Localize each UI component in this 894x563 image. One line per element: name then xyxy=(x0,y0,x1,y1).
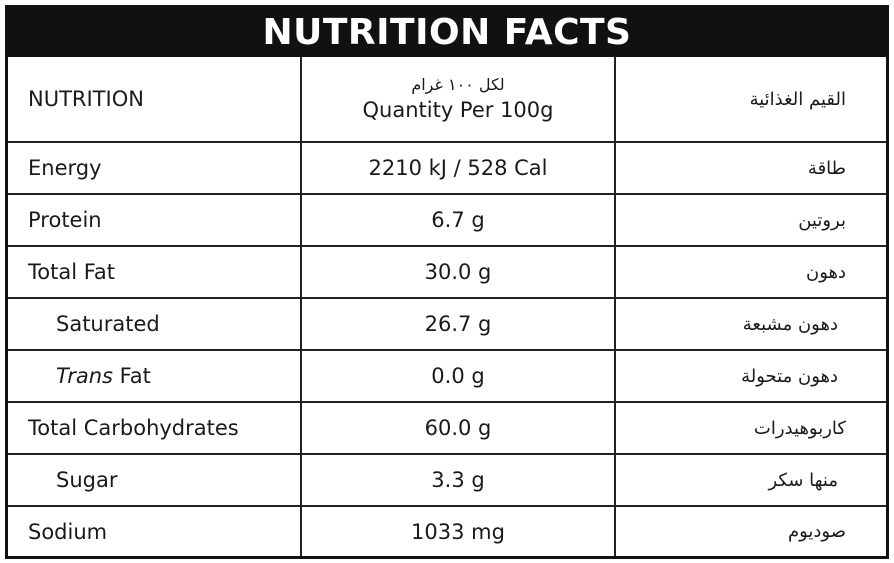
table-header-row: NUTRITION لكل ١٠٠ غرام Quantity Per 100g… xyxy=(8,57,886,141)
nutrition-facts-label: NUTRITION FACTS NUTRITION لكل ١٠٠ غرام Q… xyxy=(5,5,889,559)
nutrient-value: 30.0 g xyxy=(300,247,614,297)
nutrient-name-ar: دهون مشبعة xyxy=(614,299,886,349)
nutrient-name: Energy xyxy=(28,156,102,180)
table-row: Trans Fat 0.0 g دهون متحولة xyxy=(8,349,886,401)
nutrient-name: Trans Fat xyxy=(8,351,300,401)
header-quantity: لكل ١٠٠ غرام Quantity Per 100g xyxy=(300,57,614,141)
nutrient-name: Total Fat xyxy=(28,260,115,284)
table-row: Protein 6.7 g بروتين xyxy=(8,193,886,245)
nutrient-name-ar-text: منها سكر xyxy=(768,469,838,491)
nutrition-table: NUTRITION لكل ١٠٠ غرام Quantity Per 100g… xyxy=(8,57,886,556)
trans-italic-label: Trans xyxy=(56,364,113,388)
table-row: Total Fat 30.0 g دهون xyxy=(8,245,886,297)
nutrient-name-ar-text: صوديوم xyxy=(787,521,846,542)
nutrient-name-ar-text: دهون xyxy=(805,261,846,283)
nutrient-value: 26.7 g xyxy=(300,299,614,349)
nutrient-value: 60.0 g xyxy=(300,403,614,453)
header-quantity-en: Quantity Per 100g xyxy=(362,98,554,122)
table-row: Sugar 3.3 g منها سكر xyxy=(8,453,886,505)
nutrient-name-ar: صوديوم xyxy=(614,507,886,556)
nutrient-name: Protein xyxy=(28,208,102,232)
nutrient-name-ar-text: دهون متحولة xyxy=(741,365,838,387)
nutrient-value: 3.3 g xyxy=(300,455,614,505)
label-title: NUTRITION FACTS xyxy=(8,8,886,57)
nutrient-value: 1033 mg xyxy=(300,507,614,556)
nutrient-value: 6.7 g xyxy=(300,195,614,245)
trans-fat-rest-label: Fat xyxy=(112,364,151,388)
nutrient-value: 0.0 g xyxy=(300,351,614,401)
nutrient-name: Saturated xyxy=(56,312,160,336)
nutrient-name: Sodium xyxy=(28,519,108,544)
nutrient-name-ar: دهون xyxy=(614,247,886,297)
nutrient-name: Sugar xyxy=(56,468,118,492)
nutrient-name-ar: دهون متحولة xyxy=(614,351,886,401)
header-quantity-ar: لكل ١٠٠ غرام xyxy=(411,75,505,94)
nutrient-name-ar: كاربوهيدرات xyxy=(614,403,886,453)
table-row: Total Carbohydrates 60.0 g كاربوهيدرات xyxy=(8,401,886,453)
nutrient-name-ar: طاقة xyxy=(614,143,886,193)
header-nutrition-en: NUTRITION xyxy=(28,87,144,111)
table-row: Energy 2210 kJ / 528 Cal طاقة xyxy=(8,141,886,193)
table-row: Sodium 1033 mg صوديوم xyxy=(8,505,886,556)
nutrient-name-ar-text: دهون مشبعة xyxy=(742,313,838,335)
nutrient-name: Total Carbohydrates xyxy=(28,416,239,440)
header-nutrition-ar: القيم الغذائية xyxy=(614,57,886,141)
nutrient-name-ar-text: كاربوهيدرات xyxy=(753,417,846,439)
table-row: Saturated 26.7 g دهون مشبعة xyxy=(8,297,886,349)
nutrient-name-ar-text: بروتين xyxy=(798,209,846,231)
nutrient-value: 2210 kJ / 528 Cal xyxy=(300,143,614,193)
nutrient-name-ar: بروتين xyxy=(614,195,886,245)
header-nutrition-ar-text: القيم الغذائية xyxy=(749,88,846,110)
nutrient-name-ar-text: طاقة xyxy=(807,157,846,179)
nutrient-name-ar: منها سكر xyxy=(614,455,886,505)
